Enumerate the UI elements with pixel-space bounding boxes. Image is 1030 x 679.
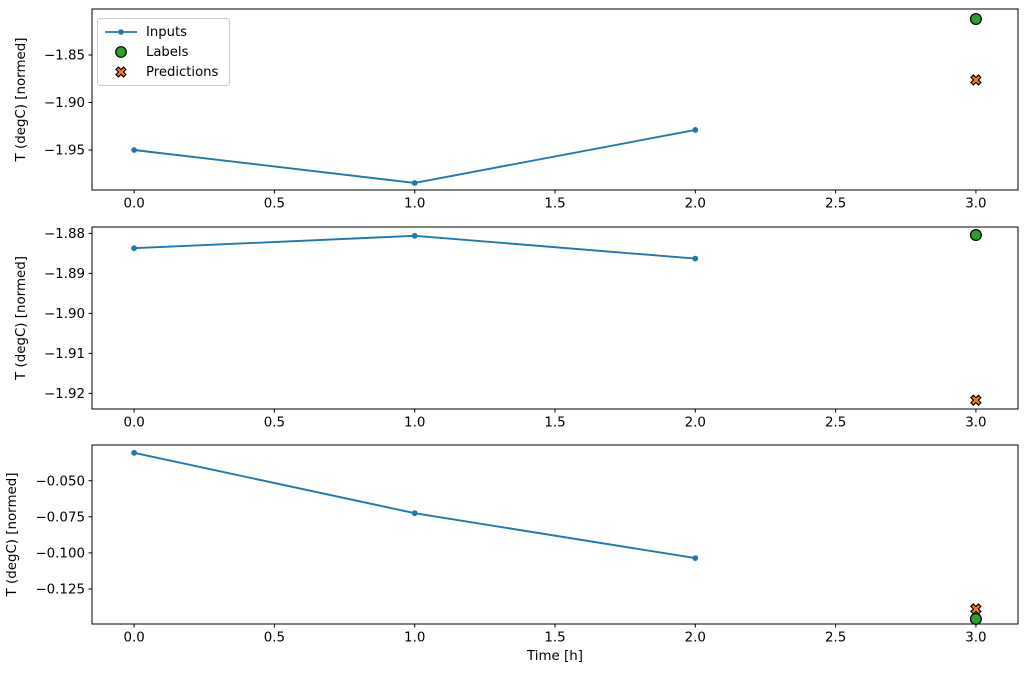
inputs-marker [411, 510, 418, 517]
legend-label-inputs: Inputs [146, 24, 188, 40]
x-tick-label: 1.5 [544, 197, 565, 212]
legend-x-icon [115, 66, 127, 78]
x-tick-label: 2.0 [685, 631, 706, 646]
y-tick-label: −0.075 [35, 510, 85, 525]
y-tick-label: −0.050 [35, 474, 85, 489]
subplot-3: 0.0 0.5 1.0 1.5 2.0 2.5 3.0 −0.050 −0.075 −0.100 −… [5, 444, 1019, 664]
x-tick-label: 0.0 [123, 197, 144, 212]
x-tick-label: 1.5 [544, 416, 565, 431]
y-tick-label: −1.95 [44, 144, 85, 159]
y-axis-label: T (degC) [normed] [14, 256, 29, 381]
x-tick-label: 3.0 [965, 416, 986, 431]
y-tick-label: −1.90 [44, 96, 85, 111]
x-tick-label: 1.0 [404, 197, 425, 212]
plot-border [91, 8, 1019, 191]
labels-circle-sample-icon [104, 43, 138, 61]
y-axis-label: T (degC) [normed] [5, 473, 20, 598]
legend-label-labels: Labels [146, 44, 189, 60]
inputs-marker [411, 180, 418, 186]
legend-circle-icon [115, 46, 127, 58]
x-tick-label: 2.0 [685, 416, 706, 431]
y-tick-label: −1.88 [44, 227, 85, 242]
legend-label-predictions: Predictions [146, 64, 219, 80]
predictions-marker [970, 394, 982, 406]
legend-item-labels: Labels [104, 42, 218, 62]
legend: Inputs Labels Predictions [97, 18, 231, 86]
y-axis-label: T (degC) [normed] [14, 38, 29, 163]
x-tick-label: 1.0 [404, 631, 425, 646]
x-tick-label: 0.0 [123, 416, 144, 431]
y-tick-label: −1.92 [44, 387, 85, 402]
subplot-1: 0.0 0.5 1.0 1.5 2.0 2.5 3.0 −1.85 −1.90 −1.95 T (d… [14, 8, 1019, 212]
inputs-marker [131, 147, 137, 153]
x-tick-label: 2.5 [825, 631, 846, 646]
y-tick-label: −0.100 [35, 547, 85, 562]
subplot-2: 0.0 0.5 1.0 1.5 2.0 2.5 3.0 −1.88 −1.89 −1.90 −1.9… [14, 226, 1019, 431]
inputs-line [133, 129, 696, 184]
inputs-marker [692, 555, 699, 562]
x-tick-label: 2.5 [825, 416, 846, 431]
inputs-line-sample-icon [104, 23, 138, 41]
x-tick-label: 0.5 [264, 631, 285, 646]
y-tick-label: −1.90 [44, 307, 85, 322]
inputs-line [133, 451, 696, 560]
legend-item-predictions: Predictions [104, 62, 218, 82]
labels-marker [969, 229, 982, 242]
x-tick-label: 2.5 [825, 197, 846, 212]
predictions-marker [970, 603, 982, 615]
labels-marker [969, 12, 982, 25]
inputs-marker [131, 449, 137, 456]
y-tick-label: −1.89 [44, 267, 85, 282]
x-tick-label: 1.0 [404, 416, 425, 431]
x-tick-label: 1.5 [544, 631, 565, 646]
inputs-marker [692, 127, 699, 133]
y-tick-label: −1.85 [44, 49, 85, 64]
x-tick-label: 0.5 [264, 197, 285, 212]
inputs-marker [411, 232, 418, 239]
x-tick-label: 3.0 [965, 197, 986, 212]
x-axis-label: Time [h] [526, 649, 583, 664]
inputs-marker [131, 245, 137, 252]
inputs-marker [692, 255, 699, 262]
x-tick-label: 0.5 [264, 416, 285, 431]
legend-item-inputs: Inputs [104, 22, 218, 42]
y-tick-label: −1.91 [44, 347, 85, 362]
x-tick-label: 0.0 [123, 631, 144, 646]
inputs-line [134, 234, 696, 260]
labels-marker [969, 612, 982, 625]
x-tick-label: 2.0 [685, 197, 706, 212]
y-tick-label: −0.125 [35, 583, 85, 598]
x-tick-label: 3.0 [965, 631, 986, 646]
predictions-x-sample-icon [104, 63, 138, 81]
legend-dot-icon [118, 29, 124, 35]
plot-border [91, 226, 1019, 410]
plot-border [91, 444, 1019, 625]
predictions-marker [970, 74, 982, 86]
